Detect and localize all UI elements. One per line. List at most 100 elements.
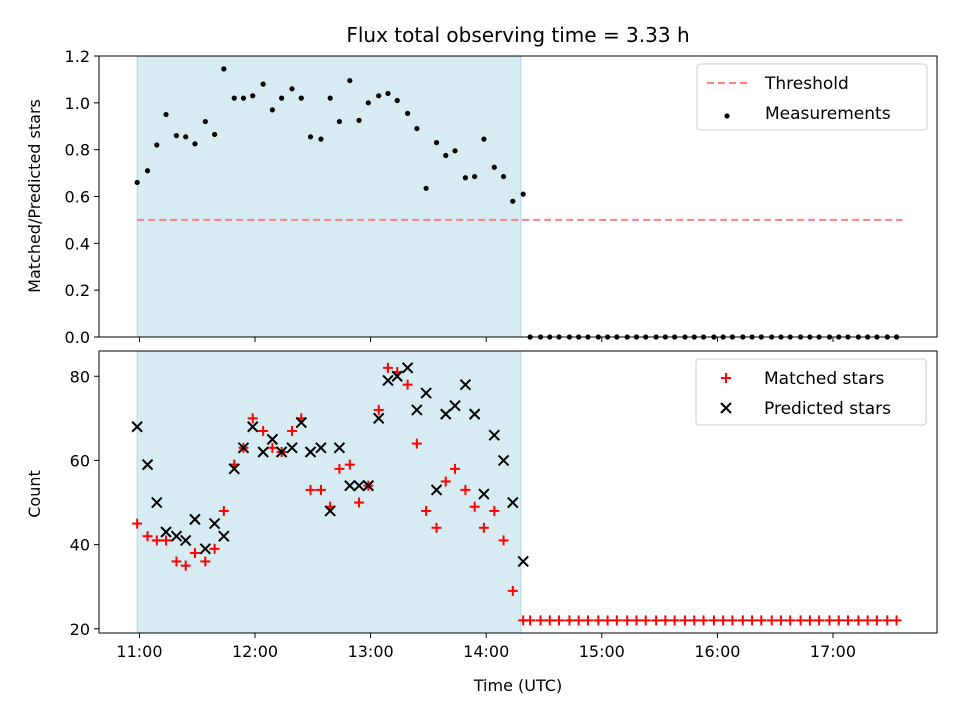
bottom-panel: 20 40 60 80 11:00 12:00 13:00 14:00 15:00 16:00 17… [70,350,938,661]
measurement-point [154,142,160,148]
predicted-stars-point [199,543,212,555]
chart-title: Flux total observing time = 3.33 h [346,23,689,47]
predicted-stars-point [304,446,317,458]
matched-stars-point [640,615,651,626]
matched-stars-point [161,535,172,546]
predicted-stars-point [266,433,279,446]
matched-stars-point [478,522,489,533]
matched-stars-point [218,505,229,516]
matched-stars-point [891,615,902,626]
x-tick-label: 13:00 [348,642,394,661]
measurement-point [491,164,497,170]
bottom-legend: Matched stars Predicted stars [695,358,927,426]
measurement-point [231,95,237,101]
measurement-point [173,133,180,139]
legend-label: Threshold [764,74,849,94]
predicted-stars-point [420,387,432,399]
predicted-stars-point [440,408,452,420]
bottom-series-1 [131,362,529,568]
top-y-tick-label: 0.0 [65,328,90,347]
measurement-point [202,118,208,125]
matched-stars-point [258,425,269,436]
matched-stars-point [593,615,604,626]
matched-stars-point [334,463,345,474]
top-y-tick-label: 0.4 [65,234,90,253]
matched-stars-point [862,615,873,626]
measurement-point [250,93,256,99]
matched-stars-point [200,556,211,567]
legend-predicted-marker [720,402,732,414]
predicted-stars-point [411,404,423,416]
matched-stars-point [766,615,777,626]
matched-stars-point [132,518,143,529]
predicted-stars-point [468,408,481,420]
matched-stars-point [151,535,162,546]
predicted-stars-point [257,446,269,458]
x-tick-label: 16:00 [694,642,740,661]
matched-stars-point [344,459,355,470]
predicted-stars-point [430,484,443,496]
measurement-point [452,148,458,154]
measurement-point [510,198,516,204]
predicted-stars-point [189,513,201,526]
bottom-y-tick-label: 80 [70,367,90,386]
measurement-point [269,107,275,113]
measurement-point [405,110,411,116]
predicted-stars-point [324,505,336,517]
top-y-axis-label: Matched/Predicted stars [25,99,44,293]
measurement-point [289,86,295,92]
matched-stars-point [354,497,365,508]
predicted-stars-point [160,526,172,538]
matched-stars-point [440,476,451,487]
measurement-point [240,95,247,101]
x-tick-label: 14:00 [463,642,509,661]
matched-stars-point [756,615,767,626]
matched-stars-point [287,425,298,436]
matched-stars-point [814,615,825,626]
matched-stars-point [582,615,593,626]
legend-label: Measurements [765,104,891,124]
matched-stars-point [402,379,413,390]
predicted-stars-point [286,442,298,454]
predicted-stars-point [391,370,403,382]
top-y-tick-label: 0.6 [65,188,90,207]
x-tick-label: 17:00 [810,642,856,661]
measurement-point [414,125,420,132]
matched-stars-point [853,615,864,626]
predicted-stars-point [218,530,230,542]
matched-stars-point [247,413,258,424]
matched-stars-point [305,484,316,495]
x-tick-label: 11:00 [116,642,162,661]
matched-stars-point [747,615,758,626]
predicted-stars-point [488,429,501,441]
matched-stars-point [431,522,442,533]
matched-stars-point [554,615,565,626]
matched-stars-point [507,585,518,596]
x-axis-label: Time (UTC) [473,676,562,695]
measurement-point [443,152,449,159]
measurement-point [260,81,266,87]
predicted-stars-point [362,479,375,492]
matched-stars-point [171,556,182,567]
matched-stars-point [602,615,613,626]
predicted-stars-point [151,496,163,509]
bottom-y-axis-label: Count [25,470,44,518]
measurement-point [500,173,507,180]
matched-stars-point [573,615,584,626]
bottom-y-tick-label: 60 [70,451,90,470]
predicted-stars-point [497,454,510,467]
top-legend: Threshold Measurements [696,63,928,131]
top-y-tick-label: 1.2 [65,47,90,66]
legend-measurement-marker [724,113,730,119]
predicted-stars-point [373,412,385,425]
matched-stars-point [708,615,719,626]
legend-label: Predicted stars [764,399,891,419]
measurement-point [481,136,487,142]
measurement-point [134,179,140,186]
matched-stars-point [209,543,220,554]
predicted-stars-point [247,421,259,433]
matched-stars-point [498,535,509,546]
bottom-y-tick-label: 20 [70,620,90,639]
measurement-point [376,93,382,99]
